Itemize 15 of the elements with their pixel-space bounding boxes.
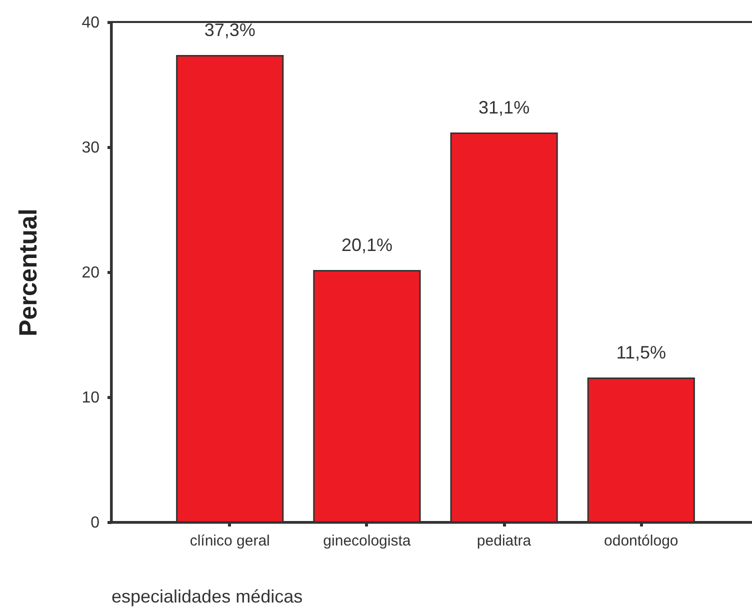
y-tick-label: 30 xyxy=(82,140,100,156)
data-label: 37,3% xyxy=(204,20,256,40)
y-tick-label: 10 xyxy=(82,390,100,406)
y-tick-label: 40 xyxy=(82,14,100,32)
y-axis-title: Percentual xyxy=(14,208,43,336)
data-label: 11,5% xyxy=(616,342,666,362)
x-tick-label: ginecologista xyxy=(323,532,412,550)
data-label: 20,1% xyxy=(341,234,392,255)
y-tick-label: 0 xyxy=(90,514,100,532)
data-label: 31,1% xyxy=(478,97,530,118)
x-axis-title: especialidades médicas xyxy=(112,586,303,606)
x-tick-label: pediatra xyxy=(476,532,532,550)
x-tick-label: odontólogo xyxy=(604,532,678,550)
y-tick-label: 20 xyxy=(82,264,100,282)
x-tick-label: clínico geral xyxy=(190,532,270,550)
